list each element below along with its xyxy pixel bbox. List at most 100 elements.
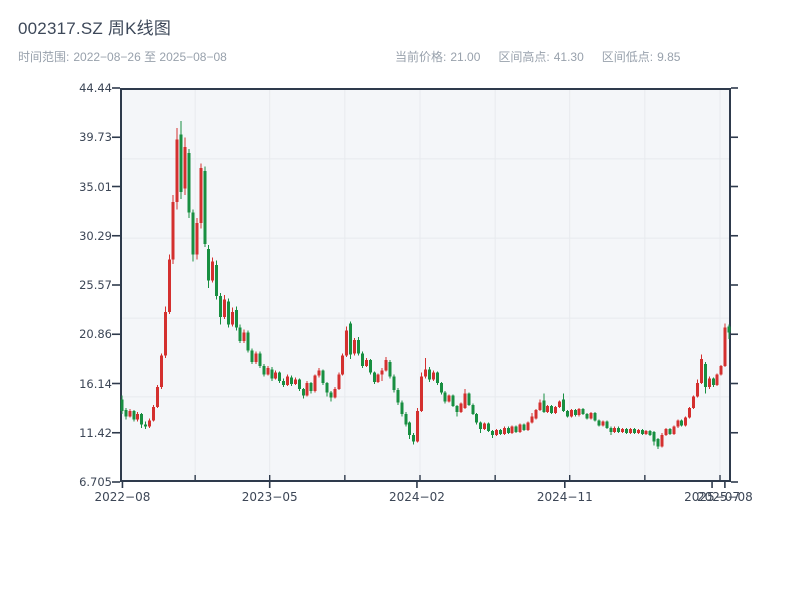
candle-body	[589, 413, 593, 419]
y-tick-label: 6.705	[79, 475, 112, 489]
candle-body	[652, 431, 656, 442]
candle-body	[467, 393, 471, 405]
candle-body	[550, 405, 554, 414]
y-tick-label: 16.14	[79, 376, 112, 391]
current-price-label: 当前价格:	[395, 50, 447, 64]
candle-body	[136, 414, 140, 420]
candle-body	[534, 410, 538, 419]
candle-body	[676, 420, 680, 427]
candle-body	[565, 411, 569, 417]
candle-body	[286, 376, 290, 385]
candle-body	[230, 311, 234, 325]
candle-body	[601, 421, 605, 426]
candle-body	[628, 428, 632, 433]
range-high-value: 41.30	[553, 50, 584, 64]
candle-body	[688, 407, 692, 418]
candle-body	[494, 429, 498, 436]
candle-body	[278, 372, 282, 381]
candle-body	[514, 426, 518, 432]
candle-body	[684, 417, 688, 426]
candle-body	[451, 395, 455, 406]
x-tick-label: 2025−07	[684, 490, 740, 504]
candle-body	[459, 403, 463, 413]
candle-body	[364, 359, 368, 367]
candle-body	[719, 366, 723, 375]
y-tick-label: 39.73	[79, 130, 112, 145]
candle-body	[692, 396, 696, 408]
candle-body	[561, 399, 565, 412]
candle-body	[341, 355, 345, 375]
candle-body	[404, 414, 408, 425]
time-range-value: 2022−08−26 至 2025−08−08	[73, 50, 227, 64]
y-tick-label: 30.29	[79, 228, 112, 243]
candle-body	[621, 428, 625, 432]
range-low-label: 区间低点:	[601, 50, 654, 64]
candle-body	[203, 170, 207, 244]
candle-body	[506, 427, 510, 433]
candle-body	[609, 427, 613, 432]
candle-body	[605, 421, 609, 428]
candle-body	[518, 424, 522, 432]
candle-body	[199, 167, 203, 224]
candle-body	[707, 378, 711, 388]
candle-body	[226, 301, 230, 325]
candle-body	[463, 393, 467, 408]
candle-body	[455, 405, 459, 413]
plot-frame	[120, 88, 731, 482]
candle-body	[124, 410, 128, 417]
candle-body	[487, 423, 491, 431]
candle-body	[412, 435, 416, 442]
candle-body	[522, 424, 526, 430]
candle-body	[179, 134, 183, 192]
candle-body	[680, 420, 684, 426]
candle-body	[542, 400, 546, 413]
candle-body	[664, 428, 668, 436]
candle-body	[317, 370, 321, 376]
candle-body	[711, 378, 715, 385]
candle-body	[152, 406, 156, 421]
candle-body	[140, 414, 144, 425]
candle-body	[297, 379, 301, 390]
candle-body	[215, 264, 219, 297]
candle-body	[289, 377, 293, 384]
range-low: 区间低点: 9.85	[602, 48, 685, 65]
candle-body	[526, 422, 530, 430]
candle-body	[321, 370, 325, 383]
candle-body	[636, 429, 640, 433]
candle-body	[416, 411, 420, 442]
candle-body	[632, 428, 636, 433]
candle-body	[183, 146, 187, 189]
candle-body	[392, 376, 396, 391]
candle-body	[577, 408, 581, 416]
x-tick-label: 2022−08	[94, 490, 151, 504]
current-price: 当前价格: 21.00	[395, 48, 484, 65]
candle-body	[155, 387, 159, 407]
candle-body	[625, 428, 629, 433]
candle-body	[305, 382, 309, 396]
candle-body	[120, 399, 124, 412]
candle-body	[715, 374, 719, 385]
candle-body	[384, 359, 388, 371]
y-tick-label: 20.86	[79, 327, 112, 342]
candle-body	[554, 406, 558, 414]
candle-body	[435, 372, 439, 383]
candle-body	[337, 374, 341, 390]
candle-body	[211, 261, 215, 281]
candle-body	[144, 424, 148, 427]
candle-body	[222, 299, 226, 318]
candle-body	[573, 410, 577, 416]
candle-body	[569, 410, 573, 417]
price-stats: 当前价格: 21.00 区间高点: 41.30 区间低点: 9.85	[395, 48, 684, 65]
y-tick-label: 35.01	[79, 179, 112, 194]
range-low-value: 9.85	[657, 50, 681, 64]
candle-body	[498, 429, 502, 435]
candle-body	[167, 259, 171, 312]
y-tick-label: 11.42	[79, 425, 112, 440]
candle-body	[656, 439, 660, 447]
candle-body	[660, 435, 664, 447]
candle-body	[400, 402, 404, 415]
candle-body	[234, 309, 238, 328]
candle-body	[159, 355, 163, 388]
candle-body	[301, 389, 305, 396]
